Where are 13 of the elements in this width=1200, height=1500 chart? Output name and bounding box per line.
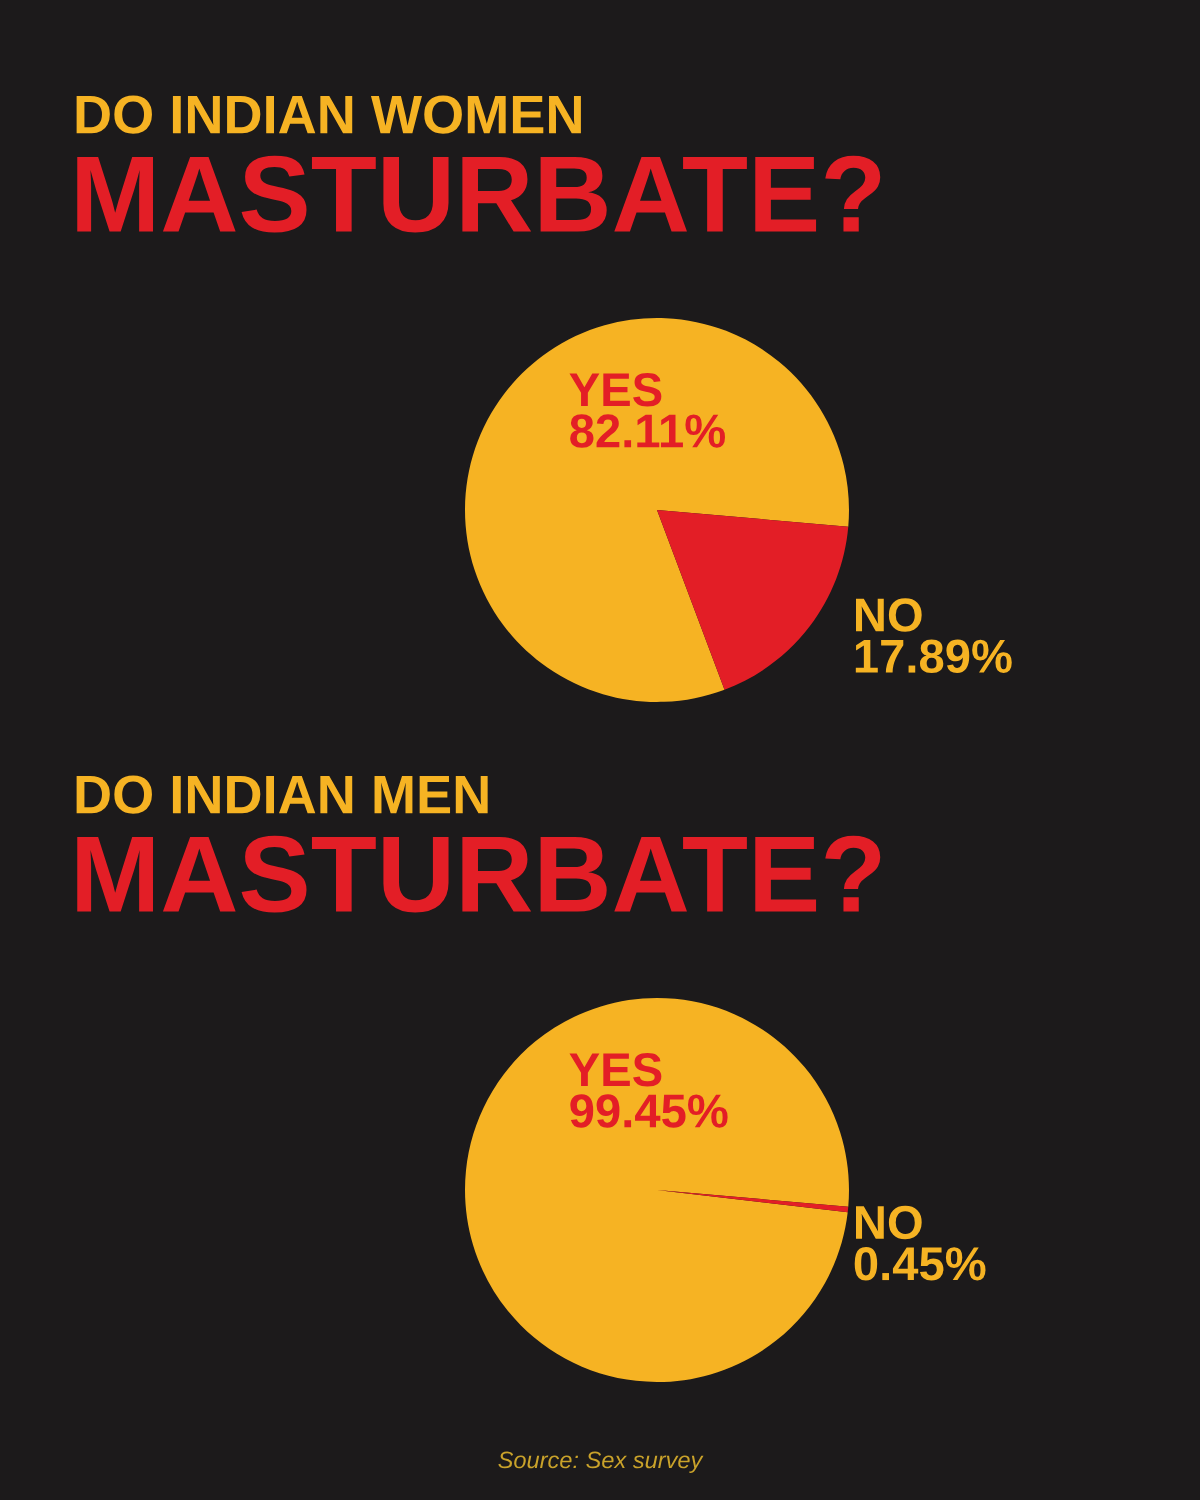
data-label: 99.45% <box>570 1094 728 1128</box>
data-label: 0.45% <box>854 1247 986 1281</box>
slice-label: NO <box>856 1205 922 1240</box>
chart-title: DO INDIAN MEN <box>76 775 488 814</box>
slice-label: YES <box>569 1053 662 1087</box>
slice-label: NO <box>856 598 922 632</box>
chart-subtitle: MASTURBATE? <box>77 835 881 913</box>
source-note: Source: Sex survey <box>498 1451 704 1474</box>
data-label: 82.11% <box>570 414 725 448</box>
chart-subtitle: MASTURBATE? <box>77 155 881 233</box>
slice-label: YES <box>569 373 662 407</box>
data-label: 17.89% <box>855 639 1012 674</box>
chart-title: DO INDIAN WOMEN <box>76 95 581 134</box>
